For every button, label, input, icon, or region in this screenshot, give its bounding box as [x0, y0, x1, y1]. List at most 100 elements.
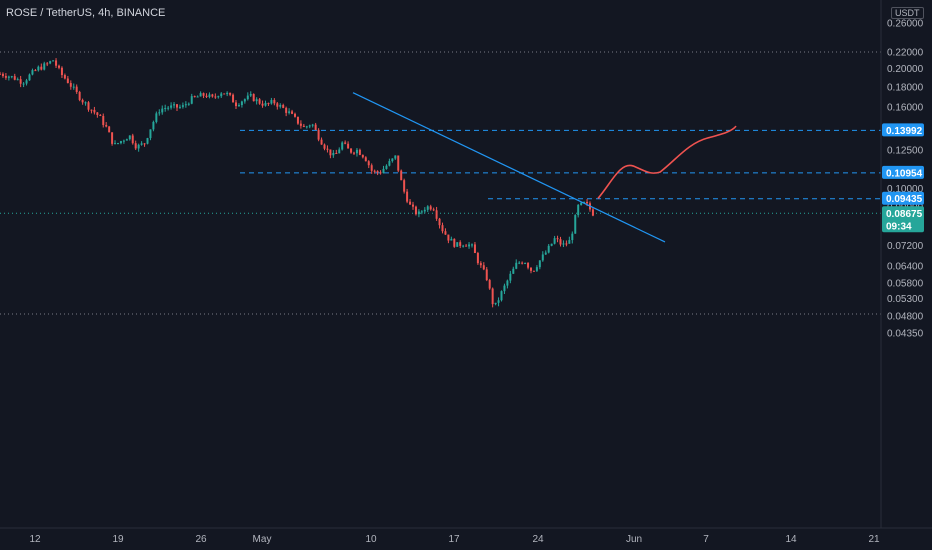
candle [535, 265, 538, 272]
candle [473, 242, 476, 254]
candle [40, 63, 43, 71]
candle [417, 209, 420, 218]
currency-unit-badge[interactable]: USDT [891, 7, 924, 19]
candle [158, 109, 161, 116]
candle [323, 143, 326, 151]
candle [226, 91, 229, 97]
candle [488, 278, 491, 290]
candle [81, 98, 84, 105]
candle [577, 203, 580, 218]
candle [524, 262, 527, 265]
candle [544, 250, 547, 255]
candle [426, 205, 429, 213]
candle [447, 234, 450, 244]
price-tick-label: 0.12500 [887, 145, 924, 156]
time-tick-label: 14 [785, 534, 797, 545]
candle [329, 149, 332, 159]
candle [58, 64, 60, 70]
candle [391, 158, 394, 163]
candlestick-series [0, 58, 594, 308]
candle [134, 140, 137, 151]
time-axis[interactable]: 12 19 26 May 10 17 24 Jun 7 14 21 [0, 527, 932, 545]
candle [532, 270, 535, 272]
level-price-tag[interactable]: 0.09435 [882, 191, 924, 206]
candle [111, 132, 114, 146]
candle [462, 244, 465, 248]
candle [146, 137, 149, 145]
candle [444, 228, 447, 235]
candle [267, 102, 270, 106]
candle [114, 140, 117, 145]
candle [137, 143, 140, 152]
candle [429, 204, 432, 211]
candle [308, 124, 311, 129]
drawings[interactable] [352, 92, 737, 243]
candle [559, 236, 562, 247]
candle [568, 236, 571, 244]
candle [13, 73, 16, 81]
level-price-tag[interactable]: 0.13992 [882, 123, 924, 137]
time-tick-label: 12 [29, 534, 41, 545]
candle [314, 122, 317, 131]
candle [19, 75, 22, 88]
candle [223, 93, 226, 95]
candle [232, 93, 235, 103]
candle [93, 106, 96, 115]
candle [246, 92, 249, 101]
candle [361, 154, 364, 159]
candle [482, 262, 485, 271]
candle [580, 202, 583, 206]
candle [302, 123, 305, 128]
candle [37, 65, 40, 72]
candle [205, 93, 208, 99]
candle [235, 99, 237, 110]
candle [291, 109, 294, 115]
candle [31, 68, 34, 76]
candle [276, 101, 279, 110]
candle [353, 151, 355, 156]
candle [237, 103, 240, 108]
candle [479, 261, 482, 268]
candle [320, 137, 323, 145]
price-tick-label: 0.20000 [887, 64, 924, 75]
chart-title: ROSE / TetherUS, 4h, BINANCE [6, 7, 166, 19]
candle [282, 103, 285, 109]
candle [403, 178, 406, 194]
candle [476, 251, 479, 265]
candle [294, 112, 296, 118]
candle [84, 101, 87, 106]
candle [574, 214, 577, 234]
candle [258, 98, 261, 105]
candle [285, 106, 288, 117]
candle [202, 92, 205, 99]
price-tick-label: 0.04350 [887, 328, 924, 339]
candle [332, 150, 335, 158]
candle [296, 116, 299, 125]
candle [335, 149, 338, 155]
candle [497, 297, 500, 307]
candle [527, 262, 530, 270]
price-axis[interactable]: 0.26000 0.22000 0.20000 0.18000 0.16000 0.125… [880, 0, 924, 528]
candle [102, 113, 105, 128]
candle [108, 125, 111, 133]
candle [491, 287, 494, 308]
candle [63, 73, 66, 80]
candle [376, 170, 379, 176]
candle [193, 95, 196, 98]
candle [438, 217, 441, 229]
candle [397, 155, 400, 173]
time-tick-label: May [253, 534, 272, 545]
trendline[interactable] [352, 92, 666, 243]
level-price-tag[interactable]: 0.10954 [882, 165, 924, 180]
candle [270, 97, 273, 105]
candle [125, 138, 128, 141]
candle [75, 84, 78, 94]
projection-curve[interactable] [597, 125, 737, 199]
candle [78, 90, 81, 102]
candle [122, 139, 125, 144]
candle [409, 199, 412, 205]
candle [465, 243, 468, 247]
candle [0, 71, 1, 75]
